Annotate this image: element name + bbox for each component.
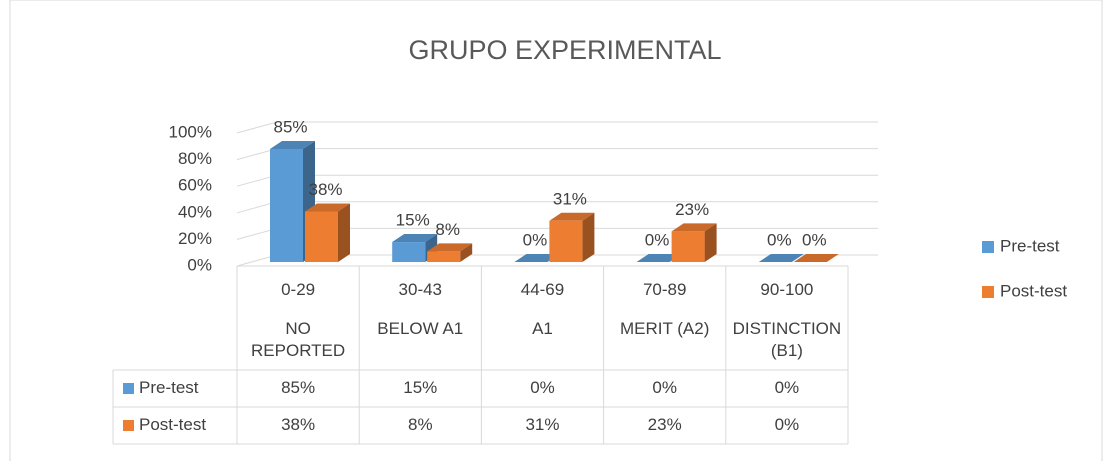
bar-face xyxy=(305,203,350,212)
table-value: 85% xyxy=(281,378,316,397)
bar-face xyxy=(636,254,682,262)
data-label: 31% xyxy=(553,189,587,208)
bar-face xyxy=(671,223,717,232)
table-value: 31% xyxy=(525,415,560,434)
table-legend-key xyxy=(123,420,134,431)
category-label: 70-89 xyxy=(642,280,687,299)
bar xyxy=(793,254,839,262)
bar xyxy=(427,243,473,262)
data-label: 38% xyxy=(308,180,342,199)
bar-face xyxy=(671,231,705,262)
bar-face xyxy=(793,254,839,262)
bar-face xyxy=(704,223,717,262)
category-label: A1 xyxy=(532,319,553,338)
bar-face xyxy=(392,234,438,243)
category-label: MERIT (A2) xyxy=(619,319,710,338)
y-tick-label: 40% xyxy=(178,202,212,221)
bar xyxy=(305,203,350,262)
bar-face xyxy=(758,254,804,262)
bar-face xyxy=(427,243,473,252)
data-label: 15% xyxy=(396,211,430,230)
table-value: 23% xyxy=(647,415,682,434)
chart-title: GRUPO EXPERIMENTAL xyxy=(408,35,721,65)
bar xyxy=(758,254,804,262)
bar-face xyxy=(338,203,350,262)
data-label: 0% xyxy=(523,230,548,249)
category-label: 0-29 xyxy=(281,280,316,299)
bar xyxy=(392,234,438,262)
y-tick-label: 0% xyxy=(187,255,212,274)
category-label: 90-100 xyxy=(760,280,814,299)
category-label: BELOW A1 xyxy=(377,319,464,338)
bar xyxy=(270,140,315,262)
data-label: 23% xyxy=(675,200,709,219)
bar-face xyxy=(270,148,303,262)
table-value: 8% xyxy=(407,415,433,434)
y-tick-label: 80% xyxy=(178,149,212,168)
table-value: 0% xyxy=(774,378,800,397)
bar-face xyxy=(582,212,595,262)
category-label: 30-43 xyxy=(398,280,443,299)
y-tick-label: 60% xyxy=(178,176,212,195)
bar-face xyxy=(427,251,461,262)
data-label: 85% xyxy=(273,117,307,136)
bar xyxy=(671,223,717,262)
table-value: 15% xyxy=(403,378,438,397)
table-value: 0% xyxy=(652,378,677,397)
bar-face xyxy=(305,211,338,262)
chart-border xyxy=(9,0,1103,461)
data-label: 0% xyxy=(767,230,792,249)
bar-face xyxy=(549,220,583,262)
y-tick-label: 100% xyxy=(169,122,212,141)
category-label: 44-69 xyxy=(520,280,565,299)
bar-face xyxy=(270,140,315,149)
grid-line xyxy=(236,148,878,161)
bar xyxy=(514,254,560,262)
table-legend-key xyxy=(123,383,134,394)
table-value: 0% xyxy=(530,378,555,397)
data-label: 0% xyxy=(802,230,827,249)
bar-face xyxy=(392,242,426,262)
table-value: 38% xyxy=(281,415,316,434)
bar xyxy=(636,254,682,262)
legend-key xyxy=(982,286,994,298)
category-label: NO REPORTED xyxy=(251,319,346,360)
bar-face xyxy=(460,243,473,262)
legend-label: Post-test xyxy=(1000,281,1067,300)
y-tick-label: 20% xyxy=(178,229,212,248)
bar xyxy=(549,212,595,262)
legend-key xyxy=(982,241,994,253)
data-label: 0% xyxy=(645,230,670,249)
table-value: 0% xyxy=(774,415,800,434)
legend-label: Pre-test xyxy=(1000,236,1060,255)
grid-line xyxy=(236,121,878,134)
data-label: 8% xyxy=(435,220,460,239)
bar-face xyxy=(549,212,595,221)
table-series-name: Post-test xyxy=(139,415,207,434)
bar-face xyxy=(514,254,560,262)
table-series-name: Pre-test xyxy=(139,378,199,397)
category-label: DISTINCTION (B1) xyxy=(732,319,842,360)
